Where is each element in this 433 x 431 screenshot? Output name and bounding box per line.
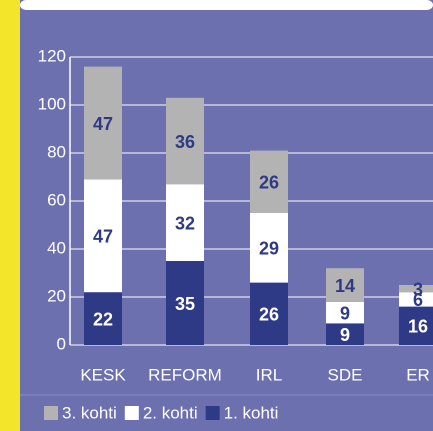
header-box [20, 0, 433, 10]
value-label: 22 [93, 309, 113, 329]
value-label: 6 [413, 290, 423, 310]
bar-segment [250, 282, 288, 345]
bar-segment [84, 292, 122, 345]
x-tick-label: REFORM [148, 365, 222, 384]
y-tick-label: 20 [47, 286, 66, 305]
bar-segment [326, 301, 364, 324]
bar-segment [84, 179, 122, 293]
value-label: 35 [175, 294, 195, 314]
y-tick-label: 80 [47, 142, 66, 161]
bar-segment [399, 306, 433, 345]
legend-swatch [44, 406, 58, 420]
x-tick-label: KESK [80, 365, 126, 384]
value-label: 36 [175, 132, 195, 152]
value-label: 26 [259, 305, 279, 325]
value-label: 29 [259, 239, 279, 259]
value-label: 47 [93, 114, 113, 134]
bar-segment [166, 184, 204, 261]
y-tick-label: 40 [47, 238, 66, 257]
bar-segment [399, 285, 433, 293]
legend-label: 2. kohti [143, 403, 198, 422]
legend-swatch [124, 406, 139, 420]
legend-label: 3. kohti [62, 403, 117, 422]
bar-segment [250, 150, 288, 213]
value-label: 3 [413, 279, 423, 299]
value-label: 14 [335, 276, 355, 296]
value-label: 16 [408, 317, 428, 337]
legend-label: 1. kohti [224, 403, 279, 422]
bar-segment [166, 261, 204, 345]
bar-segment [250, 213, 288, 283]
y-tick-label: 0 [57, 334, 66, 353]
x-tick-label: ER [406, 365, 430, 384]
bar-segment [326, 268, 364, 302]
legend-swatch [205, 406, 220, 420]
value-label: 9 [340, 325, 350, 345]
y-tick-label: 60 [47, 190, 66, 209]
bar-segment [326, 323, 364, 345]
value-label: 32 [175, 213, 195, 233]
x-tick-label: IRL [256, 365, 282, 384]
bar-segment [166, 97, 204, 185]
y-tick-label: 120 [38, 46, 66, 65]
value-label: 47 [93, 227, 113, 247]
value-label: 9 [340, 303, 350, 323]
y-tick-label: 100 [38, 94, 66, 113]
bar-segment [399, 292, 433, 307]
x-tick-label: SDE [328, 365, 363, 384]
value-label: 26 [259, 173, 279, 193]
bar-segment [84, 66, 122, 180]
